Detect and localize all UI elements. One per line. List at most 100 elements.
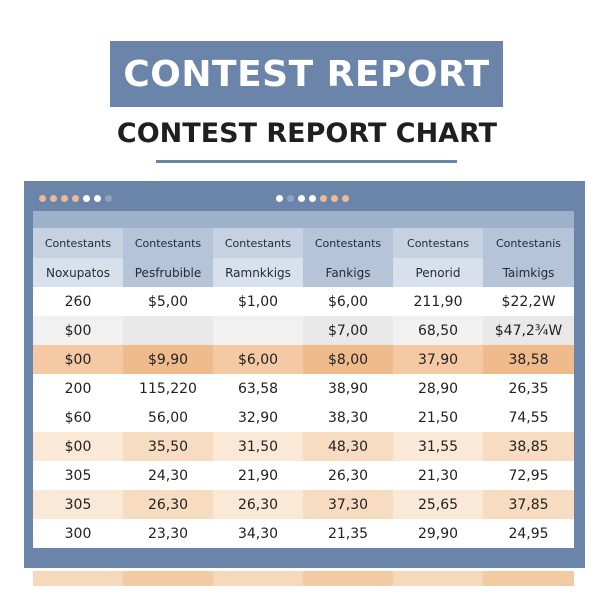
column-header[interactable]: Contestants xyxy=(123,228,213,258)
table-row[interactable]: 300 23,30 34,30 21,35 29,90 24,95 xyxy=(33,519,574,548)
table-cell: 38,58 xyxy=(483,345,574,374)
table-footer-strip xyxy=(33,571,574,586)
table-cell xyxy=(213,316,303,345)
table-cell: 24,30 xyxy=(123,461,213,490)
column-header[interactable]: Contestants xyxy=(213,228,303,258)
column-header[interactable]: Ramnkkigs xyxy=(213,258,303,287)
column-header[interactable]: Pesfrubible xyxy=(123,258,213,287)
report-window: Contestants Contestants Contestants Contest… xyxy=(24,181,585,586)
window-titlebar xyxy=(24,181,585,207)
table-cell: 74,55 xyxy=(483,403,574,432)
table-row[interactable]: $60 56,00 32,90 38,30 21,50 74,55 xyxy=(33,403,574,432)
table-cell: 38,30 xyxy=(303,403,393,432)
table-cell: 25,65 xyxy=(393,490,483,519)
table-cell: 21,90 xyxy=(213,461,303,490)
table-cell: 200 xyxy=(33,374,123,403)
table-cell: 56,00 xyxy=(123,403,213,432)
table-cell: 305 xyxy=(33,461,123,490)
table-cell: $00 xyxy=(33,345,123,374)
table-row[interactable]: 305 26,30 26,30 37,30 25,65 37,85 xyxy=(33,490,574,519)
window-control-dot xyxy=(331,195,338,202)
table-row[interactable]: 305 24,30 21,90 26,30 21,30 72,95 xyxy=(33,461,574,490)
table-cell: $5,00 xyxy=(123,287,213,316)
table-cell: 21,35 xyxy=(303,519,393,548)
window-control-dot xyxy=(105,195,112,202)
table-cell: 68,50 xyxy=(393,316,483,345)
table-row[interactable]: $00 $9,90 $6,00 $8,00 37,90 38,58 xyxy=(33,345,574,374)
table-cell: 34,30 xyxy=(213,519,303,548)
table-cell: $22,2W xyxy=(483,287,574,316)
table-row[interactable]: 260 $5,00 $1,00 $6,00 211,90 $22,2W xyxy=(33,287,574,316)
table-cell: 26,30 xyxy=(213,490,303,519)
table-cell: 26,30 xyxy=(123,490,213,519)
table-cell: 26,35 xyxy=(483,374,574,403)
table-cell: $1,00 xyxy=(213,287,303,316)
column-header[interactable]: Contestants xyxy=(33,228,123,258)
table-cell: 29,90 xyxy=(393,519,483,548)
window-control-dot xyxy=(39,195,46,202)
table-cell: $8,00 xyxy=(303,345,393,374)
page-subtitle: CONTEST REPORT CHART xyxy=(116,118,498,149)
window-control-dot xyxy=(298,195,305,202)
table-cell: 21,50 xyxy=(393,403,483,432)
banner-title: CONTEST REPORT xyxy=(123,53,490,95)
report-banner: CONTEST REPORT xyxy=(110,41,503,107)
table-cell: $00 xyxy=(33,316,123,345)
table-cell: 37,85 xyxy=(483,490,574,519)
column-header[interactable]: Contestans xyxy=(393,228,483,258)
table-cell: $00 xyxy=(33,432,123,461)
column-header[interactable]: Penorid xyxy=(393,258,483,287)
report-table-panel: Contestants Contestants Contestants Contest… xyxy=(33,211,574,586)
table-cell: 21,30 xyxy=(393,461,483,490)
column-header[interactable]: Fankigs xyxy=(303,258,393,287)
table-cell: 31,50 xyxy=(213,432,303,461)
table-row[interactable]: 200 115,220 63,58 38,90 28,90 26,35 xyxy=(33,374,574,403)
table-cell: 35,50 xyxy=(123,432,213,461)
header-row-secondary: Noxupatos Pesfrubible Ramnkkigs Fankigs Peno… xyxy=(33,258,574,287)
table-cell: 26,30 xyxy=(303,461,393,490)
table-cell: 211,90 xyxy=(393,287,483,316)
table-top-strip xyxy=(33,211,574,228)
column-header[interactable]: Noxupatos xyxy=(33,258,123,287)
window-control-dot xyxy=(287,195,294,202)
table-cell: 31,55 xyxy=(393,432,483,461)
table-cell: 48,30 xyxy=(303,432,393,461)
table-cell: 37,90 xyxy=(393,345,483,374)
window-control-dot xyxy=(50,195,57,202)
table-cell: 300 xyxy=(33,519,123,548)
window-control-dot xyxy=(94,195,101,202)
table-cell xyxy=(123,316,213,345)
table-cell: 305 xyxy=(33,490,123,519)
table-cell: $47,2¾W xyxy=(483,316,574,345)
table-cell: 24,95 xyxy=(483,519,574,548)
column-header[interactable]: Contestanis xyxy=(483,228,574,258)
window-control-dot xyxy=(61,195,68,202)
window-control-dot xyxy=(83,195,90,202)
table-cell: 260 xyxy=(33,287,123,316)
table-cell: 38,90 xyxy=(303,374,393,403)
table-cell: 38,85 xyxy=(483,432,574,461)
table-cell: 63,58 xyxy=(213,374,303,403)
subtitle-divider xyxy=(156,160,457,163)
table-row[interactable]: $00 35,50 31,50 48,30 31,55 38,85 xyxy=(33,432,574,461)
window-control-dot xyxy=(342,195,349,202)
table-cell: $6,00 xyxy=(213,345,303,374)
table-cell: 37,30 xyxy=(303,490,393,519)
contest-report-table: Contestants Contestants Contestants Contest… xyxy=(33,228,574,548)
table-row[interactable]: $00 $7,00 68,50 $47,2¾W xyxy=(33,316,574,345)
table-cell: $6,00 xyxy=(303,287,393,316)
table-cell: 32,90 xyxy=(213,403,303,432)
table-cell: $9,90 xyxy=(123,345,213,374)
window-control-dot xyxy=(309,195,316,202)
window-control-dot xyxy=(276,195,283,202)
table-cell: 72,95 xyxy=(483,461,574,490)
table-cell: 28,90 xyxy=(393,374,483,403)
column-header[interactable]: Taimkigs xyxy=(483,258,574,287)
window-control-dot xyxy=(320,195,327,202)
table-cell: 23,30 xyxy=(123,519,213,548)
window-control-dot xyxy=(72,195,79,202)
table-cell: $60 xyxy=(33,403,123,432)
column-header[interactable]: Contestants xyxy=(303,228,393,258)
header-row-primary: Contestants Contestants Contestants Contest… xyxy=(33,228,574,258)
table-cell: 115,220 xyxy=(123,374,213,403)
